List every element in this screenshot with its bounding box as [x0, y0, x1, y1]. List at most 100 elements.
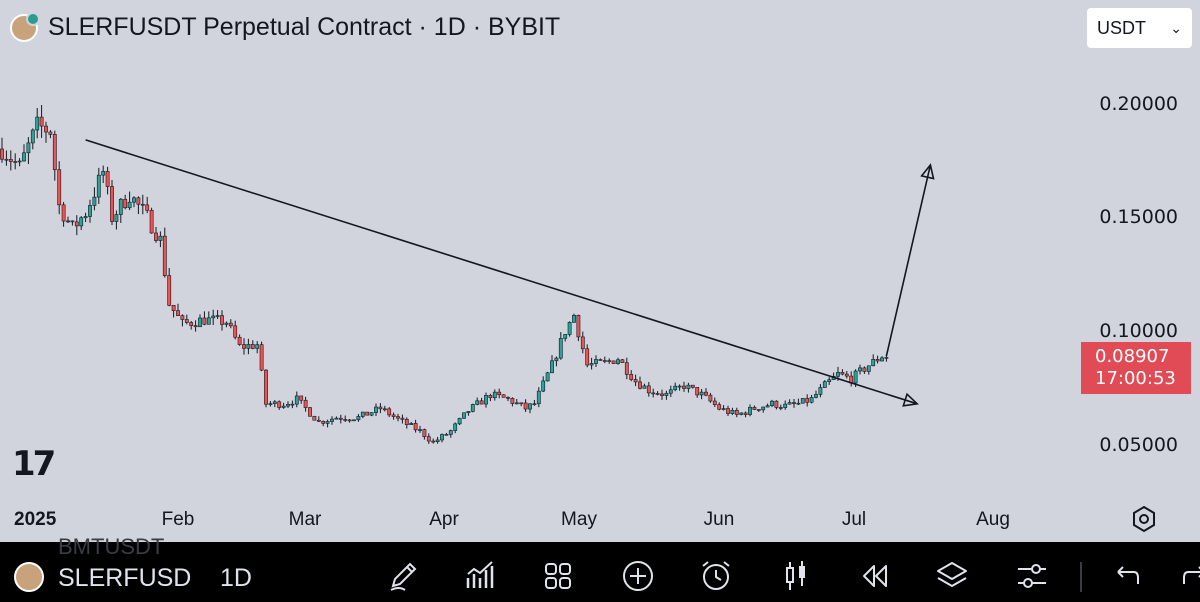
candle-down [4, 158, 9, 161]
candle-down [862, 367, 867, 372]
alarm-icon[interactable] [698, 558, 734, 594]
candle-up [686, 384, 691, 389]
candle-down [519, 402, 524, 405]
candle-up [642, 385, 647, 389]
candle-up [770, 400, 774, 406]
candle-down [154, 232, 158, 241]
candle-up [334, 417, 339, 420]
time-axis-month: Jul [841, 509, 867, 530]
candle-up [369, 412, 374, 416]
toolbar-divider [1080, 562, 1082, 592]
candle-up [492, 391, 497, 399]
pen-icon[interactable] [385, 558, 421, 594]
candle-down [136, 197, 141, 205]
candle-down [299, 395, 304, 401]
candle-up [528, 403, 532, 410]
candle-down [655, 393, 660, 395]
candle-down [624, 362, 629, 375]
current-price-tag: 0.08907 17:00:53 [1081, 342, 1191, 394]
candle-down [682, 385, 686, 389]
candle-up [545, 372, 550, 382]
candle-down [629, 374, 634, 380]
candle-up [858, 367, 862, 372]
indicators-icon[interactable] [462, 558, 498, 594]
candle-up [814, 394, 818, 398]
candle-up [330, 418, 334, 422]
price-tick-label: 0.20000 [1099, 93, 1178, 115]
candle-down [690, 384, 695, 388]
candles-icon[interactable] [778, 558, 814, 594]
candle-down [734, 409, 739, 415]
candle-up [127, 201, 132, 209]
candle-down [48, 131, 53, 135]
descending-trendline[interactable] [85, 139, 918, 405]
currency-select[interactable]: USDT ⌄ [1087, 8, 1192, 48]
candle-down [840, 372, 845, 375]
candle-down [400, 417, 405, 420]
price-chart[interactable] [0, 0, 1200, 542]
candle-up [748, 406, 752, 415]
candle-down [431, 440, 436, 443]
candle-down [264, 369, 268, 405]
candle-up [457, 417, 462, 425]
candle-down [792, 402, 796, 404]
candle-up [118, 198, 123, 215]
candle-up [79, 217, 84, 227]
candle-down [717, 404, 722, 410]
candle-up [88, 205, 92, 217]
candle-up [836, 372, 840, 377]
trendline-arrowhead [902, 392, 919, 407]
layout-grid-icon[interactable] [540, 558, 576, 594]
redo-icon[interactable] [1178, 558, 1200, 594]
current-price-value: 0.08907 [1095, 346, 1170, 367]
price-tick-label: 0.10000 [1099, 320, 1178, 342]
candle-down [422, 429, 427, 438]
axis-settings-icon[interactable] [1130, 505, 1158, 533]
candle-up [66, 220, 70, 223]
layers-icon[interactable] [934, 558, 970, 594]
symbol-button[interactable]: SLERFUSD [58, 564, 192, 592]
candle-up [453, 423, 458, 431]
candle-up [198, 317, 202, 328]
replay-icon[interactable] [856, 558, 892, 594]
candle-down [193, 325, 198, 328]
candle-down [633, 379, 638, 383]
candle-down [598, 359, 603, 361]
candle-down [378, 406, 383, 410]
undo-icon[interactable] [1108, 558, 1144, 594]
candle-up [158, 235, 163, 241]
candle-down [145, 204, 150, 211]
candle-down [312, 415, 317, 421]
candle-down [413, 423, 418, 431]
interval-button[interactable]: 1D [220, 564, 252, 592]
candle-up [567, 322, 572, 335]
candle-down [712, 400, 717, 405]
candle-down [704, 391, 708, 396]
candle-down [805, 398, 810, 403]
candle-down [396, 416, 400, 419]
candle-down [0, 148, 4, 160]
candle-down [308, 407, 312, 417]
candle-down [774, 400, 779, 408]
candle-up [475, 400, 480, 405]
candle-up [554, 357, 559, 362]
candle-up [721, 408, 726, 410]
candle-down [660, 393, 664, 396]
breakout-projection-arrow[interactable] [885, 164, 932, 357]
candle-up [866, 365, 871, 372]
candle-up [246, 344, 251, 349]
add-icon[interactable] [620, 558, 656, 594]
candle-down [343, 419, 348, 421]
candle-down [162, 235, 167, 276]
candle-down [532, 403, 537, 406]
candle-down [149, 209, 154, 234]
candle-down [57, 169, 62, 206]
candle-up [462, 412, 466, 419]
settings-sliders-icon[interactable] [1014, 558, 1050, 594]
candle-down [497, 391, 502, 396]
candle-up [765, 405, 770, 408]
candle-up [132, 197, 136, 203]
candle-up [360, 411, 365, 417]
candle-up [272, 401, 277, 404]
candle-up [215, 315, 220, 317]
